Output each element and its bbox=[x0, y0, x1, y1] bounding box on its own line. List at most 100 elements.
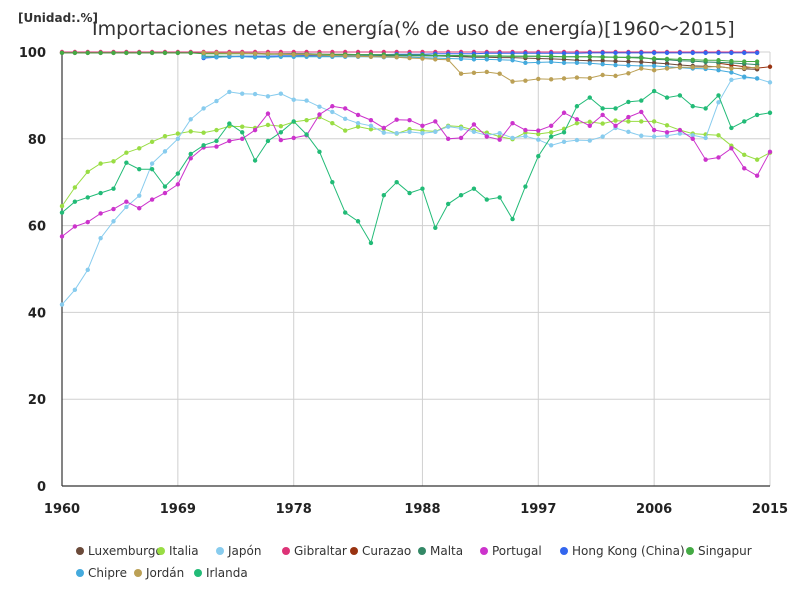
data-point-japon bbox=[639, 133, 644, 138]
data-point-singapur bbox=[561, 54, 567, 59]
legend-item: Luxemburgo bbox=[76, 544, 163, 558]
data-point-chipre bbox=[626, 63, 631, 68]
data-point-japon bbox=[149, 161, 155, 166]
data-point-italia bbox=[343, 128, 348, 133]
data-point-hong-kong-china bbox=[677, 50, 683, 56]
legend: Luxemburgo Italia Japón Gibraltar Curazao Mal… bbox=[76, 544, 752, 580]
data-point-italia bbox=[278, 124, 284, 129]
data-point-singapur bbox=[188, 50, 193, 56]
data-point-japon bbox=[600, 134, 605, 139]
data-point-luxemburgo bbox=[626, 59, 631, 64]
data-point-singapur bbox=[703, 58, 708, 63]
data-point-italia bbox=[600, 121, 605, 126]
series-japon bbox=[59, 75, 773, 307]
data-point-hong-kong-china bbox=[754, 50, 760, 56]
data-point-irlanda bbox=[240, 130, 245, 135]
data-point-irlanda bbox=[639, 98, 644, 103]
data-point-japon bbox=[111, 219, 116, 224]
data-point-hong-kong-china bbox=[510, 51, 515, 56]
data-point-portugal bbox=[510, 120, 515, 126]
legend-marker bbox=[686, 547, 694, 555]
data-point-jordan bbox=[587, 75, 592, 81]
data-point-jordan bbox=[420, 56, 425, 61]
data-point-irlanda bbox=[587, 95, 592, 100]
data-point-hong-kong-china bbox=[536, 51, 541, 56]
data-point-italia bbox=[742, 152, 747, 158]
data-point-chipre bbox=[742, 74, 747, 79]
data-point-jordan bbox=[600, 72, 605, 78]
data-point-singapur bbox=[664, 56, 670, 62]
data-point-irlanda bbox=[98, 190, 103, 196]
legend-marker bbox=[418, 547, 426, 555]
legend-marker bbox=[216, 547, 224, 555]
data-point-jordan bbox=[407, 55, 412, 61]
series-line-irlanda bbox=[61, 90, 771, 245]
data-point-italia bbox=[265, 122, 271, 128]
data-point-italia bbox=[330, 120, 335, 126]
data-point-irlanda bbox=[265, 138, 271, 144]
data-point-portugal bbox=[394, 117, 399, 122]
data-point-portugal bbox=[703, 157, 708, 162]
data-point-irlanda bbox=[523, 184, 528, 189]
data-point-jordan bbox=[754, 64, 760, 70]
data-point-singapur bbox=[124, 50, 129, 56]
legend-label: Gibraltar bbox=[294, 544, 347, 558]
data-point-italia bbox=[587, 119, 592, 125]
legend-marker bbox=[76, 547, 84, 555]
data-point-jordan bbox=[497, 71, 502, 76]
data-point-hong-kong-china bbox=[651, 50, 657, 56]
data-point-japon bbox=[626, 129, 631, 135]
data-point-italia bbox=[124, 150, 129, 155]
data-point-portugal bbox=[214, 144, 219, 149]
data-point-jordan bbox=[458, 71, 464, 76]
data-point-japon bbox=[137, 193, 142, 198]
data-point-irlanda bbox=[510, 216, 515, 222]
data-point-irlanda bbox=[59, 210, 65, 215]
data-point-italia bbox=[754, 157, 760, 162]
data-point-hong-kong-china bbox=[703, 50, 708, 56]
data-point-portugal bbox=[600, 112, 605, 118]
data-point-hong-kong-china bbox=[548, 51, 554, 56]
legend-item: Chipre bbox=[76, 566, 127, 580]
data-point-japon bbox=[677, 131, 683, 136]
data-point-irlanda bbox=[754, 112, 760, 118]
data-point-chipre bbox=[729, 70, 734, 75]
legend-item: Italia bbox=[157, 544, 199, 558]
data-point-irlanda bbox=[394, 180, 399, 185]
data-point-italia bbox=[201, 130, 206, 135]
data-point-portugal bbox=[368, 117, 374, 123]
data-point-jordan bbox=[742, 65, 747, 71]
data-point-japon bbox=[162, 149, 168, 154]
legend-label: Curazao bbox=[362, 544, 411, 558]
data-point-italia bbox=[240, 124, 245, 129]
data-point-portugal bbox=[458, 135, 464, 141]
data-point-italia bbox=[85, 169, 90, 174]
data-point-irlanda bbox=[471, 186, 477, 191]
legend-item: Japón bbox=[216, 544, 261, 558]
legend-marker bbox=[560, 547, 568, 555]
data-point-curazao bbox=[767, 64, 773, 69]
data-point-irlanda bbox=[767, 110, 773, 115]
data-point-jordan bbox=[252, 51, 258, 56]
data-point-japon bbox=[252, 91, 258, 97]
data-point-chipre bbox=[561, 60, 567, 66]
data-point-jordan bbox=[265, 51, 271, 56]
data-point-irlanda bbox=[664, 95, 670, 100]
data-point-singapur bbox=[149, 50, 155, 56]
data-point-italia bbox=[304, 117, 309, 123]
data-point-irlanda bbox=[651, 88, 657, 94]
legend-item: Curazao bbox=[350, 544, 411, 558]
data-point-italia bbox=[111, 159, 116, 164]
data-point-portugal bbox=[639, 109, 644, 115]
data-point-portugal bbox=[716, 155, 721, 160]
data-point-irlanda bbox=[124, 160, 129, 165]
data-point-italia bbox=[574, 120, 580, 126]
data-point-luxemburgo bbox=[613, 58, 618, 64]
data-point-portugal bbox=[252, 127, 258, 133]
data-point-singapur bbox=[626, 55, 631, 60]
data-point-japon bbox=[381, 130, 387, 135]
data-point-jordan bbox=[548, 77, 554, 82]
data-point-japon bbox=[72, 287, 78, 293]
data-point-italia bbox=[214, 127, 219, 133]
